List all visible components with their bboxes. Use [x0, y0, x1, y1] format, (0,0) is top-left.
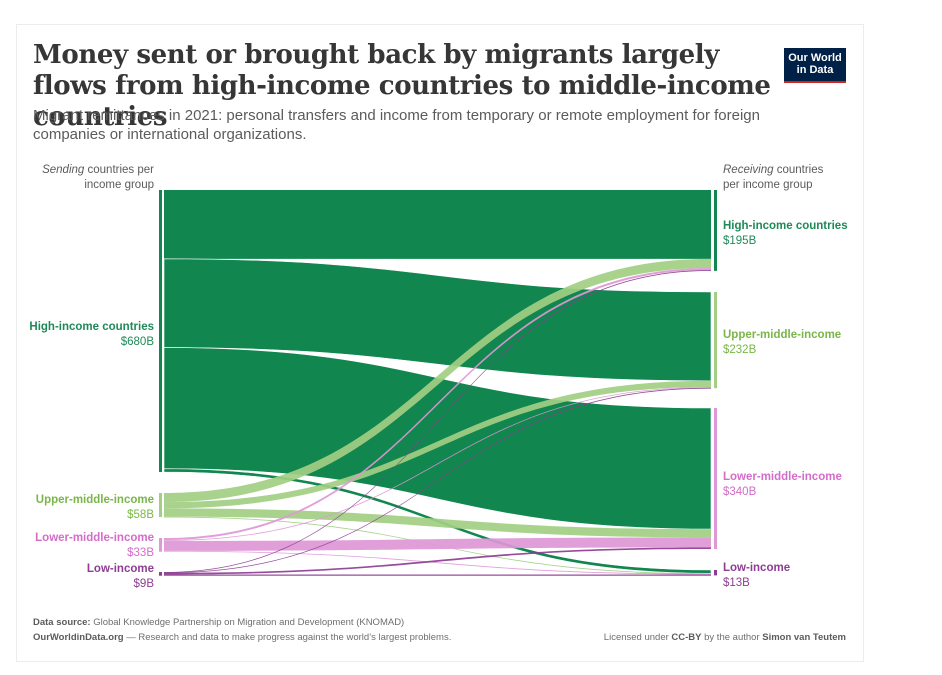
source-value-low: $9B	[133, 578, 154, 590]
source-node-lower-middle[interactable]	[159, 538, 162, 552]
source-label-lower-middle[interactable]: Lower-middle-income $33B	[14, 531, 154, 561]
chart-subtitle: Migrant remittances in 2021: personal tr…	[33, 107, 760, 143]
source-name-upper-middle: Upper-middle-income	[35, 494, 154, 506]
data-source: Data source: Global Knowledge Partnershi…	[33, 617, 404, 628]
receiving-rest: countries per income group	[723, 164, 824, 191]
source-value-high: $680B	[120, 336, 154, 348]
flow-upper_middle-to-high[interactable]	[164, 258, 711, 503]
source-node-upper-middle[interactable]	[159, 493, 162, 518]
target-name-high: High-income countries	[723, 220, 848, 232]
target-label-lower-middle[interactable]: Lower-middle-income $340B	[723, 470, 842, 500]
source-name-low: Low-income	[86, 563, 154, 575]
site-link[interactable]: OurWorldinData.org	[33, 632, 124, 643]
license-note: Licensed under CC-BY by the author Simon…	[604, 632, 846, 643]
source-value-lower-middle: $33B	[127, 547, 154, 559]
target-node-high[interactable]	[714, 190, 717, 271]
target-value-lower-middle: $340B	[723, 486, 757, 498]
receiving-italic: Receiving	[723, 164, 774, 176]
flow-low-to-lower_middle[interactable]	[164, 547, 711, 575]
source-name-lower-middle: Lower-middle-income	[35, 532, 154, 544]
target-node-low[interactable]	[714, 570, 717, 576]
site-tagline: OurWorldinData.org — Research and data t…	[33, 632, 451, 643]
source-label-low[interactable]: Low-income $9B	[14, 562, 154, 592]
flow-lower_middle-to-low[interactable]	[164, 550, 711, 575]
flow-low-to-high[interactable]	[164, 270, 711, 573]
target-node-lower-middle[interactable]	[714, 408, 717, 549]
license-link[interactable]: CC-BY	[671, 632, 702, 643]
flow-low-to-upper_middle[interactable]	[164, 387, 711, 574]
flow-high-to-high[interactable]	[164, 190, 711, 259]
source-label-high[interactable]: High-income countries $680B	[14, 320, 154, 350]
target-value-high: $195B	[723, 235, 757, 247]
target-name-low: Low-income	[723, 562, 791, 574]
sending-rest: countries per income group	[84, 164, 154, 191]
flow-upper_middle-to-upper_middle[interactable]	[164, 380, 711, 509]
source-label-upper-middle[interactable]: Upper-middle-income $58B	[14, 493, 154, 523]
target-label-low[interactable]: Low-income $13B	[723, 561, 790, 591]
flow-upper_middle-to-lower_middle[interactable]	[164, 508, 711, 538]
target-value-low: $13B	[723, 577, 750, 589]
target-name-upper-middle: Upper-middle-income	[723, 329, 842, 341]
tagline-text: — Research and data to make progress aga…	[123, 632, 452, 643]
logo-line-1: Our World	[788, 52, 842, 64]
data-source-text: Global Knowledge Partnership on Migratio…	[90, 617, 405, 628]
data-source-label: Data source:	[33, 617, 91, 628]
author-name: Simon van Teutem	[762, 632, 846, 643]
target-label-high[interactable]: High-income countries $195B	[723, 219, 848, 249]
source-name-high: High-income countries	[29, 321, 154, 333]
target-node-upper-middle[interactable]	[714, 292, 717, 389]
source-node-low[interactable]	[159, 572, 162, 576]
source-node-high[interactable]	[159, 190, 162, 472]
flow-low-to-low[interactable]	[164, 574, 711, 576]
logo-line-2: in Data	[796, 64, 834, 76]
target-name-lower-middle: Lower-middle-income	[723, 471, 842, 483]
chart-title: Money sent or brought back by migrants l…	[33, 40, 771, 132]
source-value-upper-middle: $58B	[127, 509, 154, 521]
target-value-upper-middle: $232B	[723, 344, 757, 356]
sending-header: Sending countries per income group	[24, 163, 154, 193]
license-mid: by the author	[701, 632, 763, 643]
sending-italic: Sending	[42, 164, 85, 176]
flow-lower_middle-to-upper_middle[interactable]	[164, 386, 711, 541]
flow-lower_middle-to-high[interactable]	[164, 267, 711, 541]
license-pre: Licensed under	[603, 632, 672, 643]
target-label-upper-middle[interactable]: Upper-middle-income $232B	[723, 328, 841, 358]
receiving-header: Receiving countries per income group	[723, 163, 843, 193]
owid-logo[interactable]: Our World in Data	[784, 48, 846, 83]
